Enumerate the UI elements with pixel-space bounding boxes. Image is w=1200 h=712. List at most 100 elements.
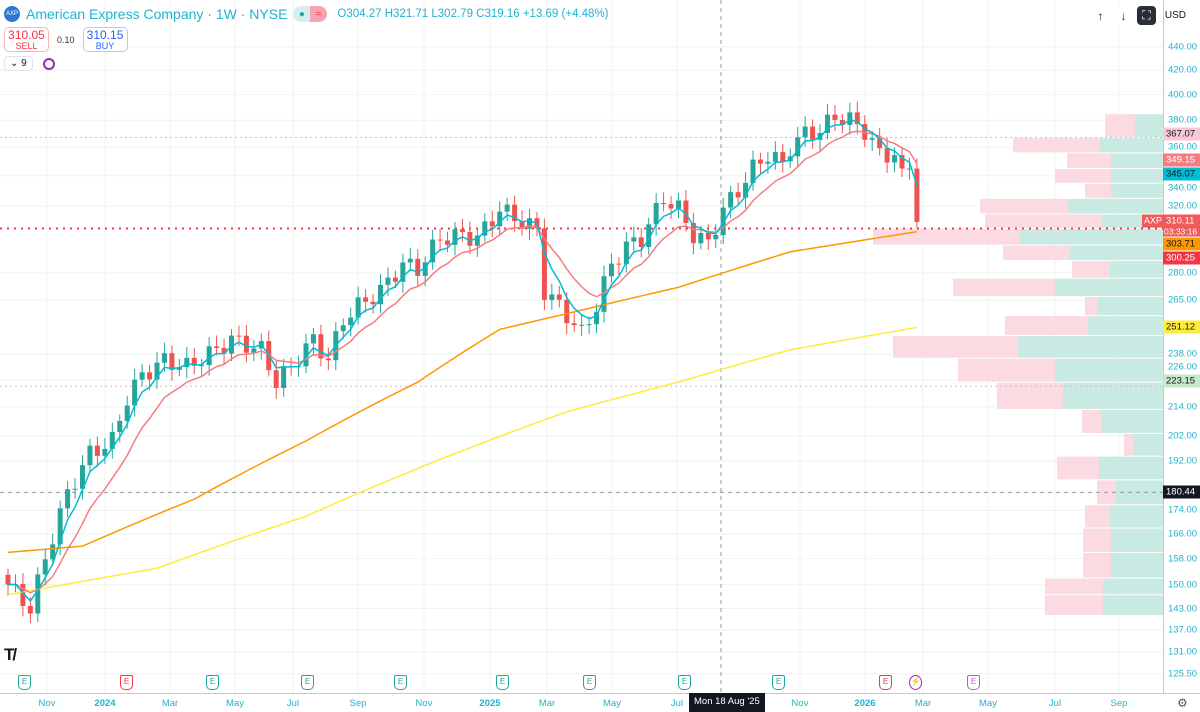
buy-price: 310.15 <box>86 28 124 42</box>
candle-down <box>616 263 622 265</box>
earnings-event-icon[interactable]: E <box>496 675 509 690</box>
price-tag: 251.12 <box>1163 320 1200 334</box>
candle-up <box>161 353 167 363</box>
candle-up <box>720 207 726 235</box>
volume-profile-up <box>1110 505 1163 528</box>
earnings-event-icon[interactable]: E <box>206 675 219 690</box>
earnings-event-icon[interactable]: E <box>301 675 314 690</box>
volume-profile-up <box>1100 138 1163 153</box>
price-tag: 310.11 <box>1163 214 1200 227</box>
price-tag: 303.71 <box>1163 237 1200 250</box>
candle-down <box>415 258 421 276</box>
price-axis[interactable]: 440.00 420.00 400.00 380.00 360.00 340.00 320.… <box>1163 0 1200 693</box>
candle-up <box>653 203 659 225</box>
fullscreen-icon[interactable]: ⛶ <box>1137 6 1156 25</box>
candle-down <box>5 574 11 585</box>
earnings-event-icon[interactable]: E <box>120 675 133 690</box>
candle-down <box>221 347 227 354</box>
candle-up <box>422 262 428 276</box>
price-axis-label: 214.00 <box>1168 401 1198 413</box>
volume-profile-up <box>1103 595 1163 616</box>
volume-profile-up <box>1018 335 1163 358</box>
volume-profile-up <box>1099 456 1163 480</box>
time-axis-label: Mar <box>914 698 932 709</box>
symbol-title[interactable]: American Express Company · 1W · NYSE <box>26 6 288 22</box>
price-tag: 367.07 <box>1163 127 1200 140</box>
volume-profile-down <box>1083 552 1111 578</box>
candle-up <box>50 544 56 560</box>
market-status[interactable]: ● ≈ <box>293 6 328 22</box>
sell-price: 310.05 <box>8 28 45 42</box>
candle-up <box>743 182 749 198</box>
candle-up <box>676 200 681 209</box>
candle-up <box>348 317 354 326</box>
candle-down <box>147 372 153 380</box>
buy-button[interactable]: 310.15 BUY <box>82 27 128 52</box>
volume-profile-down <box>1105 114 1135 138</box>
ema-slow-line <box>7 130 918 594</box>
volume-profile-down <box>1045 595 1103 616</box>
sync-icon[interactable] <box>42 57 55 70</box>
candle-up <box>251 348 257 353</box>
ohlc-values: O304.27 H321.71 L302.79 C319.16 +13.69 (… <box>337 8 609 20</box>
candle-down <box>94 445 100 456</box>
candle-down <box>169 353 175 370</box>
candle-up <box>199 365 205 367</box>
price-tag: 345.07 <box>1163 167 1200 180</box>
candle-down <box>690 222 696 244</box>
candle-down <box>757 159 763 164</box>
volume-profile-up <box>1111 169 1163 183</box>
earnings-event-icon[interactable]: E <box>678 675 691 690</box>
candle-up <box>750 159 756 183</box>
time-axis-label: 2025 <box>479 698 501 709</box>
volume-profile-down <box>980 198 1068 214</box>
settings-icon[interactable]: ⚙ <box>1177 696 1188 710</box>
time-axis-label: Nov <box>415 698 433 709</box>
earnings-event-icon[interactable]: E <box>583 675 596 690</box>
price-chart[interactable] <box>0 0 1163 693</box>
candle-up <box>608 263 614 277</box>
candle-up <box>206 346 212 366</box>
arrow-down-icon[interactable]: ↓ <box>1114 6 1133 25</box>
dividend-event-icon[interactable]: ⚡ <box>909 675 922 690</box>
time-axis[interactable]: Nov 2024 Mar May Jul Sep Nov 2025 Mar May Jul Nov 20… <box>0 693 1200 712</box>
currency-selector[interactable]: USD <box>1164 10 1186 21</box>
tradingview-logo[interactable]: T/ <box>4 645 17 664</box>
price-axis-label: 320.00 <box>1168 200 1198 212</box>
earnings-event-icon[interactable]: E <box>394 675 407 690</box>
earnings-event-icon[interactable]: E <box>772 675 785 690</box>
sell-button[interactable]: 310.05 SELL <box>4 27 49 52</box>
indicators-bar: ⌄ 9 <box>4 56 55 71</box>
earnings-event-icon[interactable]: E <box>967 675 980 690</box>
candle-up <box>646 224 652 248</box>
candle-up <box>586 324 592 326</box>
time-axis-label: Sep <box>349 698 367 709</box>
price-axis-label: 380.00 <box>1168 114 1198 126</box>
earnings-event-icon[interactable]: E <box>18 675 31 690</box>
candle-down <box>683 200 689 223</box>
candle-up <box>355 297 361 318</box>
indicators-toggle[interactable]: ⌄ 9 <box>4 56 33 71</box>
candle-down <box>839 119 845 125</box>
candle-up <box>72 488 78 490</box>
chart-toolbar: ↑ ↓ ⛶ <box>1091 6 1156 25</box>
earnings-event-icon[interactable]: E <box>879 675 892 690</box>
volume-profile-down <box>1085 297 1097 316</box>
candle-down <box>877 138 883 149</box>
candle-up <box>139 372 145 380</box>
volume-profile-up <box>1103 578 1163 595</box>
price-axis-label: 137.00 <box>1168 624 1198 636</box>
price-axis-label: 158.00 <box>1168 553 1198 565</box>
time-axis-label: 2024 <box>94 698 116 709</box>
price-tag: 223.15 <box>1163 374 1200 388</box>
arrow-up-icon[interactable]: ↑ <box>1091 6 1110 25</box>
candle-up <box>80 465 85 489</box>
ma-yellow-line <box>7 326 918 596</box>
volume-profile-down <box>1013 138 1100 153</box>
candle-down <box>914 168 920 222</box>
time-axis-label: May <box>226 698 244 709</box>
candle-down <box>325 358 331 361</box>
volume-profile-down <box>1082 409 1101 433</box>
volume-profile-up <box>1133 433 1163 456</box>
volume-profile-down <box>1055 169 1111 183</box>
